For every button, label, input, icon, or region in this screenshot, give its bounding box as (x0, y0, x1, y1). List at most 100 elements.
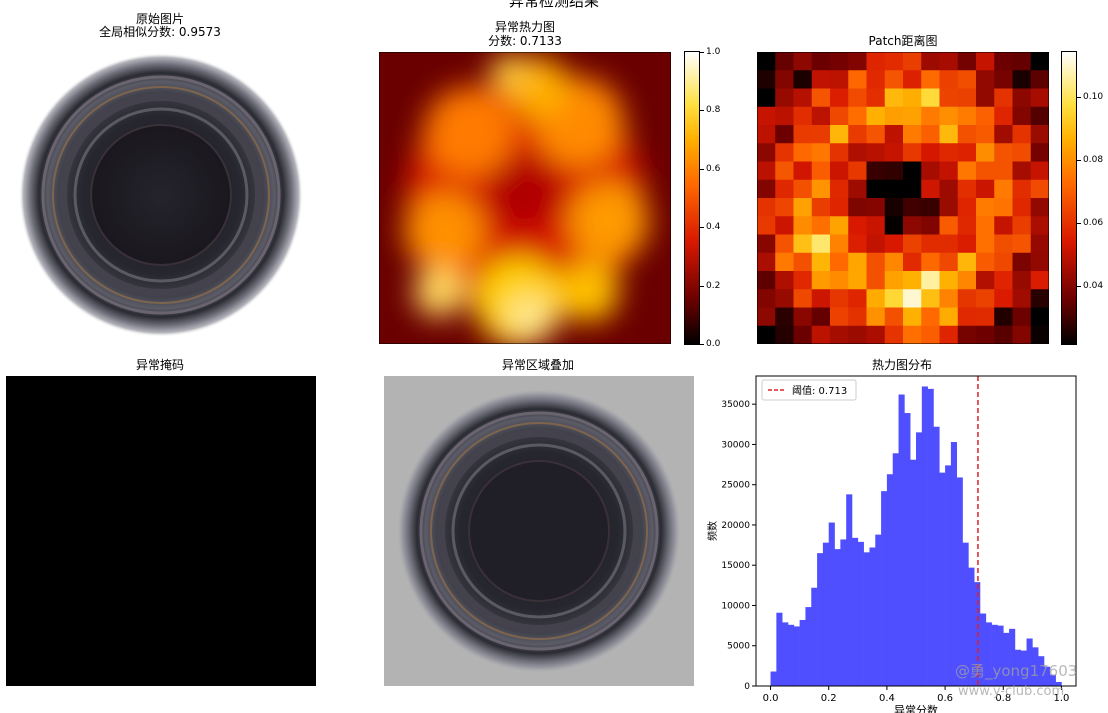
patch-cell (793, 252, 813, 272)
hist-bar (892, 453, 899, 686)
patch-cell (939, 125, 959, 144)
patch-cell (793, 325, 813, 344)
patch-cell (976, 143, 995, 162)
patch-cell (884, 125, 904, 144)
patch-cell (775, 234, 794, 254)
patch-cell (994, 70, 1013, 89)
patch-cell (903, 125, 922, 144)
patch-cell (957, 289, 977, 308)
patch-cell (793, 143, 813, 162)
patch-cell (1012, 106, 1032, 126)
hist-bar (776, 612, 783, 686)
patch-cell (976, 106, 995, 126)
patch-cell (939, 271, 959, 290)
patch-cell (921, 307, 940, 327)
hist-bar (962, 542, 969, 686)
patch-cell (830, 271, 849, 290)
patch-cell (757, 143, 776, 162)
overlay-title: 异常区域叠加 (501, 358, 574, 372)
patch-cell (848, 125, 867, 144)
patch-cell (884, 307, 904, 327)
patch-cell (976, 307, 995, 327)
patch-cell (830, 307, 849, 327)
hist-bar (857, 541, 864, 686)
patch-cell (976, 289, 995, 308)
patch-cell (921, 125, 940, 144)
patch-cell (994, 252, 1013, 272)
patch-cell (976, 161, 995, 181)
patch-cell (1012, 179, 1032, 199)
colorbar-tick-label: 0.10 (1083, 92, 1104, 102)
patch-cell (811, 216, 831, 235)
patch-cell (775, 252, 794, 272)
patch-cell (848, 179, 867, 199)
patch-cell (866, 307, 886, 327)
colorbar-tick-mark (700, 168, 704, 170)
patch-cell (775, 325, 794, 344)
patch-cell (921, 70, 940, 89)
patch-cell (939, 143, 959, 162)
patch-cell (811, 52, 831, 71)
patch-cell (994, 289, 1013, 308)
patch-cell (866, 234, 886, 254)
colorbar-tick-label: 0.08 (1083, 155, 1104, 165)
patch-cell (1030, 143, 1049, 162)
watermark-handle: @勇_yong17603 (955, 662, 1078, 680)
x-axis-label: 异常分数 (894, 704, 938, 713)
patch-cell (811, 179, 831, 199)
patch-cell (775, 307, 794, 327)
patch-cell (830, 143, 849, 162)
patch-cell (811, 70, 831, 89)
patch-cell (1030, 307, 1049, 327)
patch-cell (976, 52, 995, 71)
colorbar-tick-mark (700, 344, 704, 345)
patch-cell (939, 234, 959, 254)
patch-cell (1030, 252, 1049, 272)
x-tick-label: 0.8 (995, 693, 1011, 704)
patch-cell (848, 161, 867, 181)
patch-cell (793, 106, 813, 126)
patch-cell (994, 125, 1013, 144)
y-tick-label: 10000 (721, 601, 750, 611)
colorbar-tick-label: 0.4 (706, 222, 721, 233)
patch-cell (957, 52, 977, 71)
patch-cell (884, 106, 904, 126)
patch-cell (921, 52, 940, 71)
colorbar-tick-mark (700, 227, 704, 229)
patch-cell (830, 88, 849, 108)
patch-cell (866, 179, 886, 199)
colorbar-tick-label: 0.06 (1083, 218, 1104, 228)
hist-bar (799, 619, 806, 686)
hist-bar (1026, 638, 1033, 686)
patch-cell (1030, 198, 1049, 217)
patch-cell (921, 106, 940, 126)
patch-cell (811, 252, 831, 272)
patch-cell (775, 289, 794, 308)
hist-bar (1049, 674, 1056, 686)
colorbar-tick-label: 0.6 (706, 163, 721, 174)
patch-cell (903, 307, 922, 327)
patch-cell (793, 198, 813, 217)
patch-cell (994, 325, 1013, 344)
y-tick-label: 0 (744, 682, 750, 692)
patch-cell (939, 198, 959, 217)
patch-cell (757, 52, 776, 71)
colorbar-tick-label: 1.0 (706, 47, 721, 57)
patch-cell (848, 52, 867, 71)
x-tick-label: 0.4 (879, 693, 895, 704)
patch-cell (866, 106, 886, 126)
patch-cell (757, 198, 776, 217)
colorbar-tick-mark (1077, 223, 1081, 224)
patch-cell (848, 106, 867, 126)
patch-cell (775, 216, 794, 235)
patch-cell (921, 325, 940, 344)
hist-bar (875, 534, 882, 686)
patch-colorbar (1061, 51, 1077, 345)
hist-bar (881, 491, 888, 686)
patch-cell (757, 179, 776, 199)
patch-cell (939, 88, 959, 108)
patch-cell (775, 161, 794, 181)
hist-bar (945, 465, 952, 686)
patch-cell (976, 125, 995, 144)
y-tick-label: 20000 (721, 521, 750, 531)
